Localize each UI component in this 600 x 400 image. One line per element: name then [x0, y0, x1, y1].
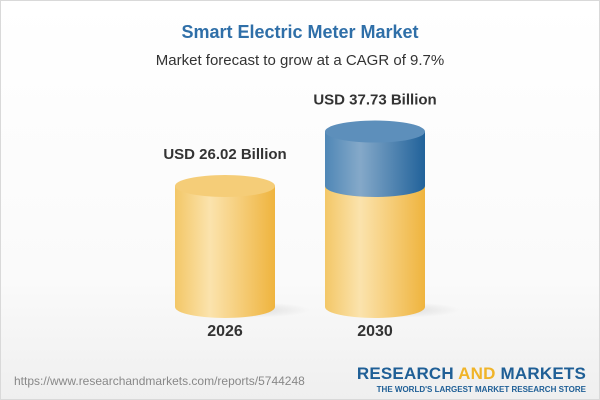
x-tick-label: 2026	[207, 323, 243, 340]
chart-title: Smart Electric Meter Market	[181, 22, 419, 42]
bar-2026-body	[175, 186, 275, 318]
source-url[interactable]: https://www.researchandmarkets.com/repor…	[14, 374, 305, 388]
bar-2030-growth-body	[325, 131, 425, 197]
chart-subtitle: Market forecast to grow at a CAGR of 9.7…	[155, 52, 445, 69]
bar-2030-base-body	[325, 186, 425, 318]
logo-text-markets: MARKETS	[495, 364, 586, 383]
bar-2030-growth-top	[325, 120, 425, 143]
logo-tagline: THE WORLD'S LARGEST MARKET RESEARCH STOR…	[376, 385, 586, 394]
bar-2026-top	[175, 175, 275, 197]
logo-text-and: AND	[458, 364, 496, 383]
research-and-markets-logo: RESEARCH AND MARKETS THE WORLD'S LARGEST…	[357, 364, 586, 394]
x-tick-label: 2030	[357, 323, 393, 340]
logo-text-research: RESEARCH	[356, 364, 459, 383]
data-label: USD 26.02 Billion	[163, 146, 286, 163]
data-label: USD 37.73 Billion	[313, 92, 436, 109]
